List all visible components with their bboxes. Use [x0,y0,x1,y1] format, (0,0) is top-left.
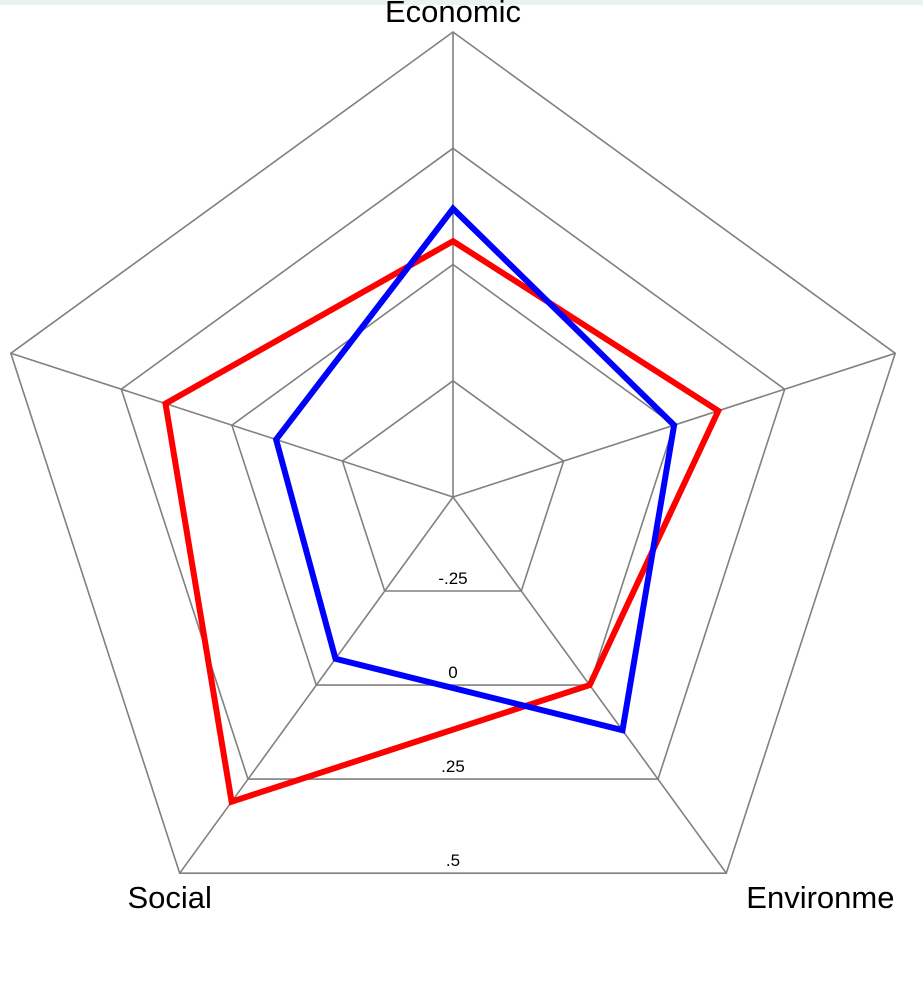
axis-label-environme: Environme [746,880,894,915]
ring-label-0: 0 [448,663,457,682]
axis-labels: Economic H Environme Social [127,0,894,915]
ring-label-minus-0.25: -.25 [438,569,467,588]
ring-label-0.5: .5 [446,851,460,870]
series-polygon-1 [272,204,678,734]
axis-label-social: Social [127,880,211,915]
radar-spokes [10,32,896,874]
grid-ring-3 [120,147,786,780]
spoke-4 [10,352,454,498]
grid-ring-4 [9,31,897,875]
ring-label-0.25: .25 [441,757,465,776]
series-polygon-0 [162,237,723,806]
grid-ring-1 [341,379,565,592]
radar-series [162,204,723,806]
spoke-3 [179,496,454,874]
axis-label-economic: Economic [385,0,521,29]
ring-labels: -.25 0 .25 .5 [438,569,467,870]
top-strip [0,0,923,5]
